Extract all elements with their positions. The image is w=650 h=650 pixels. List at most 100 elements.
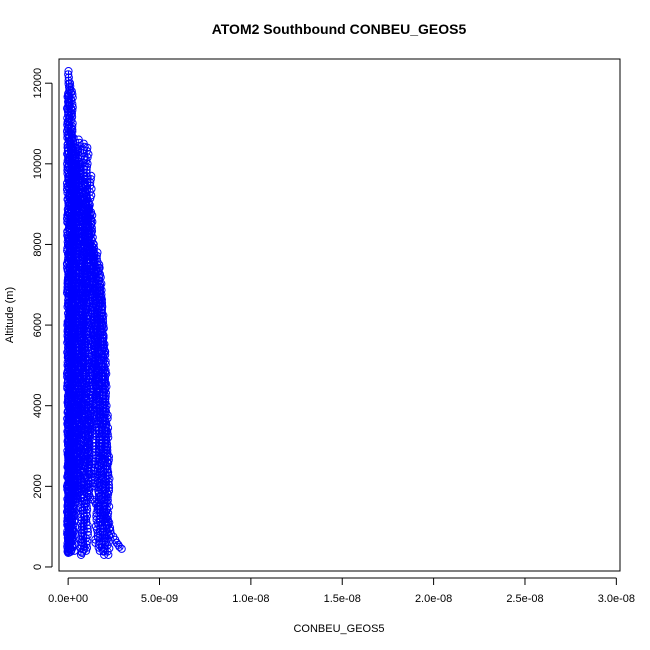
- data-point: [83, 153, 92, 162]
- data-point: [82, 165, 91, 175]
- data-point: [103, 443, 112, 452]
- data-point: [97, 296, 106, 305]
- data-point: [82, 515, 91, 524]
- data-point: [97, 318, 106, 328]
- data-point: [101, 350, 110, 359]
- profile-22: [80, 486, 126, 553]
- data-point: [103, 499, 112, 508]
- data-point: [101, 408, 110, 417]
- plot-frame: [58, 58, 621, 572]
- data-point: [103, 430, 112, 439]
- data-point: [67, 87, 76, 96]
- data-point: [69, 520, 78, 529]
- plot-points: [62, 67, 126, 560]
- data-point: [75, 138, 84, 147]
- data-point: [94, 266, 103, 276]
- data-point: [68, 99, 77, 109]
- x-axis-label: CONBEU_GEOS5: [293, 623, 384, 635]
- x-tick-label: 5.0e-09: [141, 593, 178, 605]
- data-point: [92, 254, 101, 263]
- data-point: [75, 175, 84, 184]
- chart-title: ATOM2 Southbound CONBEU_GEOS5: [212, 21, 467, 37]
- data-point: [68, 505, 77, 514]
- data-point: [66, 85, 75, 94]
- data-point: [65, 79, 75, 88]
- data-point: [101, 404, 110, 413]
- data-point: [75, 178, 84, 187]
- data-point: [82, 546, 91, 555]
- data-point: [97, 293, 106, 302]
- data-point: [75, 446, 84, 455]
- data-point: [104, 480, 114, 489]
- data-point: [74, 148, 83, 157]
- y-tick-label: 2000: [32, 474, 44, 498]
- data-point: [98, 338, 108, 347]
- data-point: [82, 540, 91, 549]
- data-point: [81, 321, 91, 330]
- data-point: [75, 436, 85, 445]
- data-point: [74, 160, 83, 170]
- data-point: [82, 162, 92, 171]
- data-point: [87, 227, 97, 236]
- data-point: [95, 287, 105, 296]
- data-point: [80, 500, 89, 509]
- data-point: [64, 73, 73, 82]
- data-point: [82, 543, 92, 552]
- data-point: [104, 455, 113, 464]
- data-point: [104, 520, 113, 529]
- data-point: [67, 115, 76, 125]
- data-point: [66, 82, 75, 91]
- data-point: [104, 433, 113, 442]
- data-point: [68, 502, 77, 511]
- data-point: [67, 130, 76, 139]
- data-point: [95, 260, 104, 269]
- data-point: [82, 502, 91, 511]
- data-point: [104, 483, 114, 492]
- data-point: [68, 93, 77, 102]
- data-point: [104, 458, 113, 468]
- data-point: [89, 240, 98, 249]
- data-point: [68, 106, 77, 115]
- data-point: [80, 179, 89, 189]
- data-point: [80, 486, 89, 495]
- data-point: [78, 535, 87, 544]
- data-point: [104, 550, 113, 560]
- data-point: [102, 488, 111, 497]
- data-point: [86, 418, 96, 427]
- data-point: [87, 171, 96, 180]
- data-point: [64, 67, 73, 76]
- data-point: [75, 488, 84, 497]
- data-point: [98, 309, 107, 318]
- data-point: [103, 462, 112, 471]
- data-point: [68, 127, 77, 136]
- x-tick-label: 2.5e-08: [506, 593, 543, 605]
- x-tick-label: 1.5e-08: [324, 593, 361, 605]
- data-point: [104, 486, 114, 496]
- data-point: [93, 248, 102, 257]
- data-point: [82, 172, 91, 181]
- data-point: [95, 263, 104, 272]
- data-point: [101, 494, 110, 503]
- data-point: [91, 497, 100, 506]
- data-point: [103, 449, 112, 458]
- data-point: [86, 225, 95, 234]
- data-point: [99, 344, 108, 353]
- data-point: [102, 439, 112, 448]
- data-point: [93, 257, 102, 267]
- data-point: [98, 325, 107, 334]
- y-tick-label: 4000: [32, 393, 44, 417]
- data-point: [96, 280, 105, 289]
- data-point: [68, 103, 77, 112]
- data-point: [82, 508, 91, 517]
- data-point: [83, 452, 92, 461]
- data-point: [96, 315, 106, 324]
- y-tick-label: 10000: [32, 149, 44, 180]
- data-point: [104, 468, 113, 477]
- data-point: [101, 491, 111, 500]
- data-point: [103, 465, 112, 474]
- data-point: [85, 490, 94, 500]
- data-point: [83, 527, 93, 536]
- data-point: [101, 395, 110, 404]
- data-point: [66, 110, 76, 120]
